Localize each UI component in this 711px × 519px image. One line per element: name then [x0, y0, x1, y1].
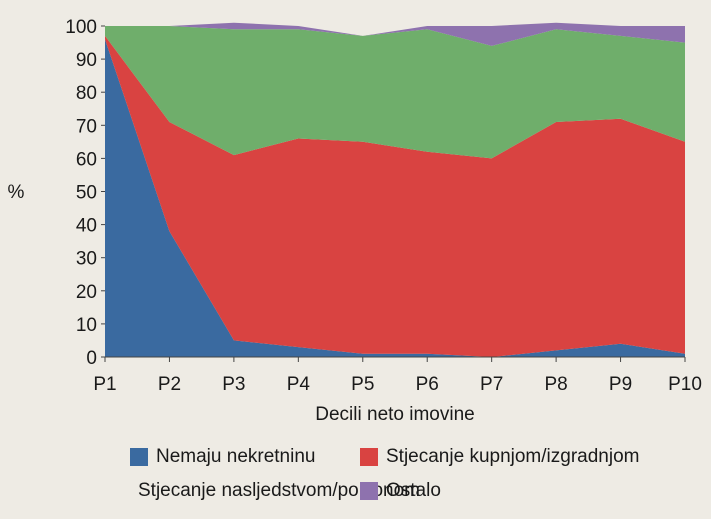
y-tick-label: 60 [76, 149, 97, 170]
legend-label: Ostalo [386, 480, 441, 501]
y-tick-label: 40 [76, 216, 97, 237]
legend-label: Stjecanje kupnjom/izgradnjom [386, 446, 640, 467]
area-series-group [105, 22, 685, 358]
area-series-4 [105, 22, 685, 46]
x-tick-label: P1 [93, 374, 116, 395]
y-tick-label: 50 [76, 183, 97, 204]
area-series-3 [105, 26, 685, 159]
x-axis-title: Decili neto imovine [315, 404, 474, 425]
legend-item-nemaju-nekretninu: Nemaju nekretninu [130, 446, 360, 468]
legend-item-ostalo: Ostalo [360, 480, 680, 502]
legend-label: Nemaju nekretninu [156, 446, 316, 467]
legend-item-nasljedstvom: Stjecanje nasljedstvom/poklonom [130, 480, 420, 502]
legend-swatch [360, 448, 378, 466]
x-tick-label: P6 [416, 374, 439, 395]
y-axis-title: % [8, 182, 25, 203]
x-tick-label: P8 [544, 374, 567, 395]
x-tick-label: P5 [351, 374, 374, 395]
y-tick-label: 30 [76, 249, 97, 270]
x-tick-label: P3 [222, 374, 245, 395]
legend-swatch [360, 482, 378, 500]
y-tick-label: 90 [76, 50, 97, 71]
legend-swatch [130, 448, 148, 466]
y-tick-label: 10 [76, 315, 97, 336]
y-tick-label: 0 [86, 348, 97, 369]
y-tick-label: 70 [76, 116, 97, 137]
area-series-2 [105, 35, 685, 358]
x-tick-label: P10 [668, 374, 702, 395]
x-tick-label: P7 [480, 374, 503, 395]
y-axis-ticks: 0 10 20 30 40 50 60 70 80 90 100 [65, 17, 105, 369]
x-tick-label: P9 [609, 374, 632, 395]
y-tick-label: 20 [76, 282, 97, 303]
legend: Nemaju nekretninu Stjecanje kupnjom/izgr… [130, 446, 690, 502]
y-tick-label: 80 [76, 83, 97, 104]
area-series-1 [105, 39, 685, 357]
legend-item-kupnjom: Stjecanje kupnjom/izgradnjom [360, 446, 680, 468]
y-tick-label: 100 [65, 17, 97, 38]
legend-label: Stjecanje nasljedstvom/poklonom [138, 480, 420, 501]
x-tick-label: P2 [158, 374, 181, 395]
x-axis-ticks: P1 P2 P3 P4 P5 P6 P7 P8 P9 P10 [93, 356, 702, 395]
x-tick-label: P4 [287, 374, 311, 395]
